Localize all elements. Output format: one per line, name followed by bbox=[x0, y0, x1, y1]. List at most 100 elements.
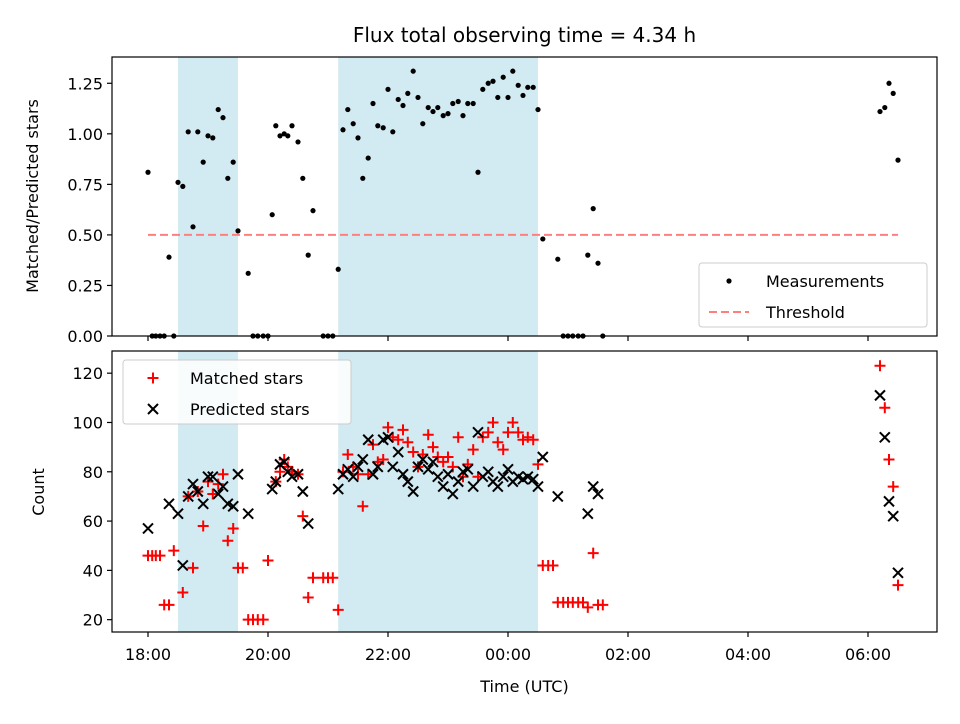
top-dot-point-0-9 bbox=[185, 129, 191, 135]
bottom-x-point-1-67 bbox=[552, 490, 564, 503]
top-dot-point-0-38 bbox=[335, 266, 341, 272]
xtick-label-4: 02:00 bbox=[605, 645, 651, 664]
top-dot-point-0-52 bbox=[405, 90, 411, 96]
top-dot-point-0-78 bbox=[535, 106, 541, 113]
bottom-plus-point-0-58 bbox=[437, 456, 449, 468]
bottom-x-point-1-14 bbox=[232, 468, 244, 480]
bottom-plus-point-0-47 bbox=[382, 421, 394, 433]
top-dot-point-0-68 bbox=[485, 80, 491, 86]
bottom-plus-point-0-13 bbox=[207, 488, 219, 500]
bottom-x-point-1-75 bbox=[892, 567, 904, 579]
bottom-x-point-1-5 bbox=[187, 478, 199, 490]
bottom-plus-point-0-93 bbox=[883, 453, 895, 465]
bottom-legend-box bbox=[122, 359, 352, 425]
bottom-plus-point-0-92 bbox=[879, 402, 891, 414]
bottom-plus-point-0-42 bbox=[357, 500, 369, 512]
top-dot-point-0-12 bbox=[200, 159, 206, 165]
top-dot-point-0-64 bbox=[465, 100, 471, 107]
bottom-plus-point-0-5 bbox=[163, 599, 175, 611]
bottom-x-point-1-65 bbox=[532, 480, 544, 493]
top-dot-point-0-53 bbox=[410, 68, 416, 74]
top-dot-point-0-31 bbox=[295, 139, 301, 145]
top-dot-point-0-42 bbox=[355, 135, 361, 141]
bottom-plus-point-0-7 bbox=[177, 587, 189, 599]
bottom-plus-point-0-19 bbox=[237, 562, 249, 574]
bottom-plus-point-0-16 bbox=[222, 535, 234, 547]
bottom-plus-point-0-33 bbox=[307, 572, 319, 584]
top-dot-point-0-55 bbox=[420, 121, 426, 127]
bottom-x-point-1-30 bbox=[357, 453, 369, 466]
bottom-plus-point-0-88 bbox=[587, 547, 599, 559]
bottom-x-point-1-33 bbox=[372, 461, 384, 473]
top-dot-point-0-74 bbox=[515, 82, 521, 88]
bottom-x-point-1-55 bbox=[482, 466, 494, 478]
top-dot-point-0-86 bbox=[585, 252, 591, 258]
bottom-x-point-1-1 bbox=[163, 498, 175, 510]
top-dot-point-0-27 bbox=[277, 133, 283, 139]
bottom-x-point-1-72 bbox=[879, 431, 891, 443]
top-dot-point-0-49 bbox=[390, 129, 396, 135]
bottom-x-point-1-51 bbox=[462, 463, 474, 476]
bottom-x-point-1-9 bbox=[207, 471, 219, 483]
bottom-plus-point-0-3 bbox=[154, 550, 166, 562]
bottom-plus-point-0-90 bbox=[597, 599, 609, 611]
top-dot-point-0-88 bbox=[595, 260, 601, 266]
top-ytick-label-0: 0.00 bbox=[67, 327, 103, 346]
top-dot-point-0-91 bbox=[882, 104, 888, 111]
top-ytick-label-1: 0.25 bbox=[67, 276, 103, 295]
bottom-x-point-1-6 bbox=[192, 485, 204, 498]
bottom-x-point-1-32 bbox=[367, 468, 379, 480]
top-dot-point-0-48 bbox=[385, 86, 391, 92]
top-dot-point-0-29 bbox=[285, 133, 291, 139]
bottom-x-point-1-28 bbox=[347, 471, 359, 483]
top-dot-point-0-87 bbox=[590, 206, 596, 212]
bottom-plus-point-0-71 bbox=[502, 426, 514, 438]
top-dot-point-0-44 bbox=[365, 155, 371, 161]
top-ytick-label-3: 0.75 bbox=[67, 175, 103, 194]
top-dot-point-0-10 bbox=[190, 224, 196, 230]
bottom-x-point-1-3 bbox=[177, 559, 189, 572]
bottom-legend-label-1: Predicted stars bbox=[190, 400, 310, 419]
bottom-x-point-1-66 bbox=[537, 451, 549, 463]
top-dot-point-0-41 bbox=[350, 121, 356, 127]
top-dot-point-0-70 bbox=[495, 94, 501, 101]
bottom-x-point-1-16 bbox=[266, 483, 278, 495]
bottom-x-point-1-47 bbox=[442, 468, 454, 480]
top-dot-point-0-79 bbox=[540, 236, 546, 242]
top-dot-point-0-59 bbox=[440, 113, 446, 119]
bottom-ytick-label-1: 40 bbox=[83, 561, 103, 580]
bottom-x-point-1-15 bbox=[242, 507, 254, 520]
bottom-shaded-span-1 bbox=[338, 351, 538, 632]
bottom-x-point-1-35 bbox=[382, 431, 394, 443]
bottom-plus-point-0-15 bbox=[217, 468, 229, 480]
top-dot-point-0-20 bbox=[245, 270, 251, 276]
bottom-x-point-1-74 bbox=[887, 510, 899, 522]
bottom-x-point-1-39 bbox=[402, 475, 414, 488]
top-legend-marker-0 bbox=[726, 278, 732, 284]
chart-title: Flux total observing time = 4.34 h bbox=[353, 23, 696, 47]
bottom-plus-point-0-23 bbox=[257, 614, 269, 626]
top-dot-point-0-72 bbox=[505, 94, 511, 101]
top-dot-point-0-76 bbox=[525, 84, 531, 90]
xtick-label-0: 18:00 bbox=[125, 645, 171, 664]
bottom-x-point-1-52 bbox=[467, 480, 479, 493]
top-dot-point-0-11 bbox=[195, 129, 201, 135]
top-dot-point-0-80 bbox=[555, 256, 561, 262]
bottom-plus-point-0-68 bbox=[487, 416, 499, 428]
bottom-plus-point-0-95 bbox=[892, 579, 904, 591]
bottom-ytick-label-2: 60 bbox=[83, 512, 103, 531]
bottom-plus-point-0-59 bbox=[442, 451, 454, 463]
top-legend-box bbox=[698, 262, 928, 328]
top-dot-point-0-54 bbox=[415, 94, 421, 101]
bottom-x-point-1-57 bbox=[492, 480, 504, 493]
bottom-plus-point-0-31 bbox=[297, 510, 309, 522]
top-dot-point-0-16 bbox=[220, 115, 226, 121]
bottom-plus-point-0-11 bbox=[197, 520, 209, 532]
top-dot-point-0-77 bbox=[530, 84, 536, 90]
bottom-plus-point-0-36 bbox=[327, 572, 339, 584]
top-dot-point-0-62 bbox=[455, 98, 461, 105]
bottom-plus-point-0-61 bbox=[452, 431, 464, 443]
top-dot-point-0-34 bbox=[310, 208, 316, 214]
bottom-x-point-1-59 bbox=[502, 463, 514, 476]
bottom-x-point-1-49 bbox=[452, 475, 464, 488]
